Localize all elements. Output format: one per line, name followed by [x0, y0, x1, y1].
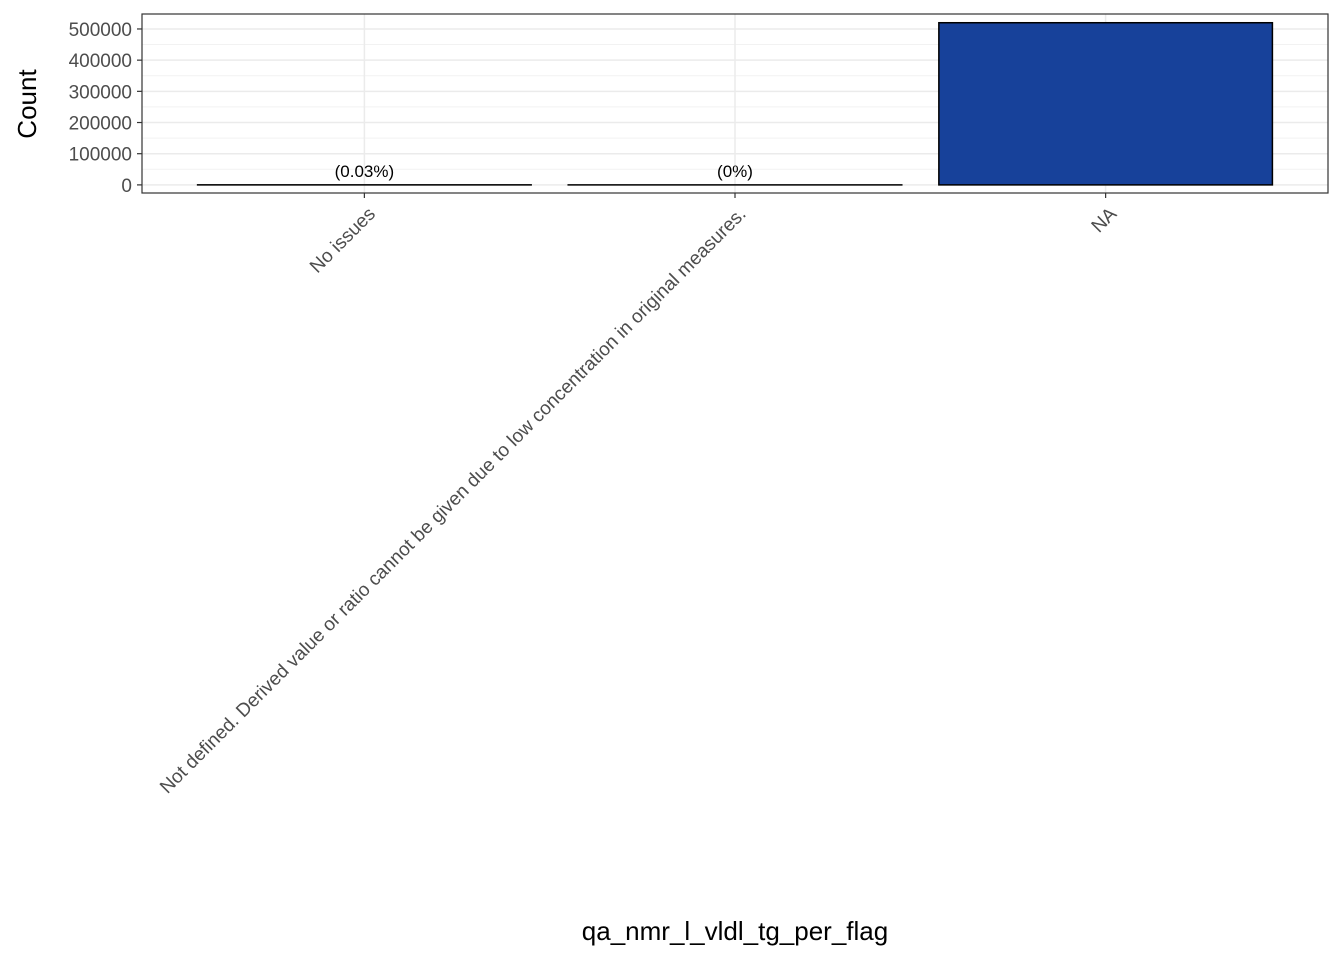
value-label: (0.03%) [335, 162, 395, 181]
y-tick-label: 500000 [69, 20, 132, 41]
y-tick-label: 300000 [69, 82, 132, 103]
value-label: (0%) [717, 162, 753, 181]
y-tick-label: 100000 [69, 145, 132, 166]
x-axis-title: qa_nmr_l_vldl_tg_per_flag [582, 916, 888, 946]
y-tick-label: 0 [121, 176, 132, 197]
y-tick-label: 200000 [69, 114, 132, 135]
y-tick-label: 400000 [69, 51, 132, 72]
y-axis-title: Count [12, 69, 42, 139]
bar [939, 23, 1273, 185]
